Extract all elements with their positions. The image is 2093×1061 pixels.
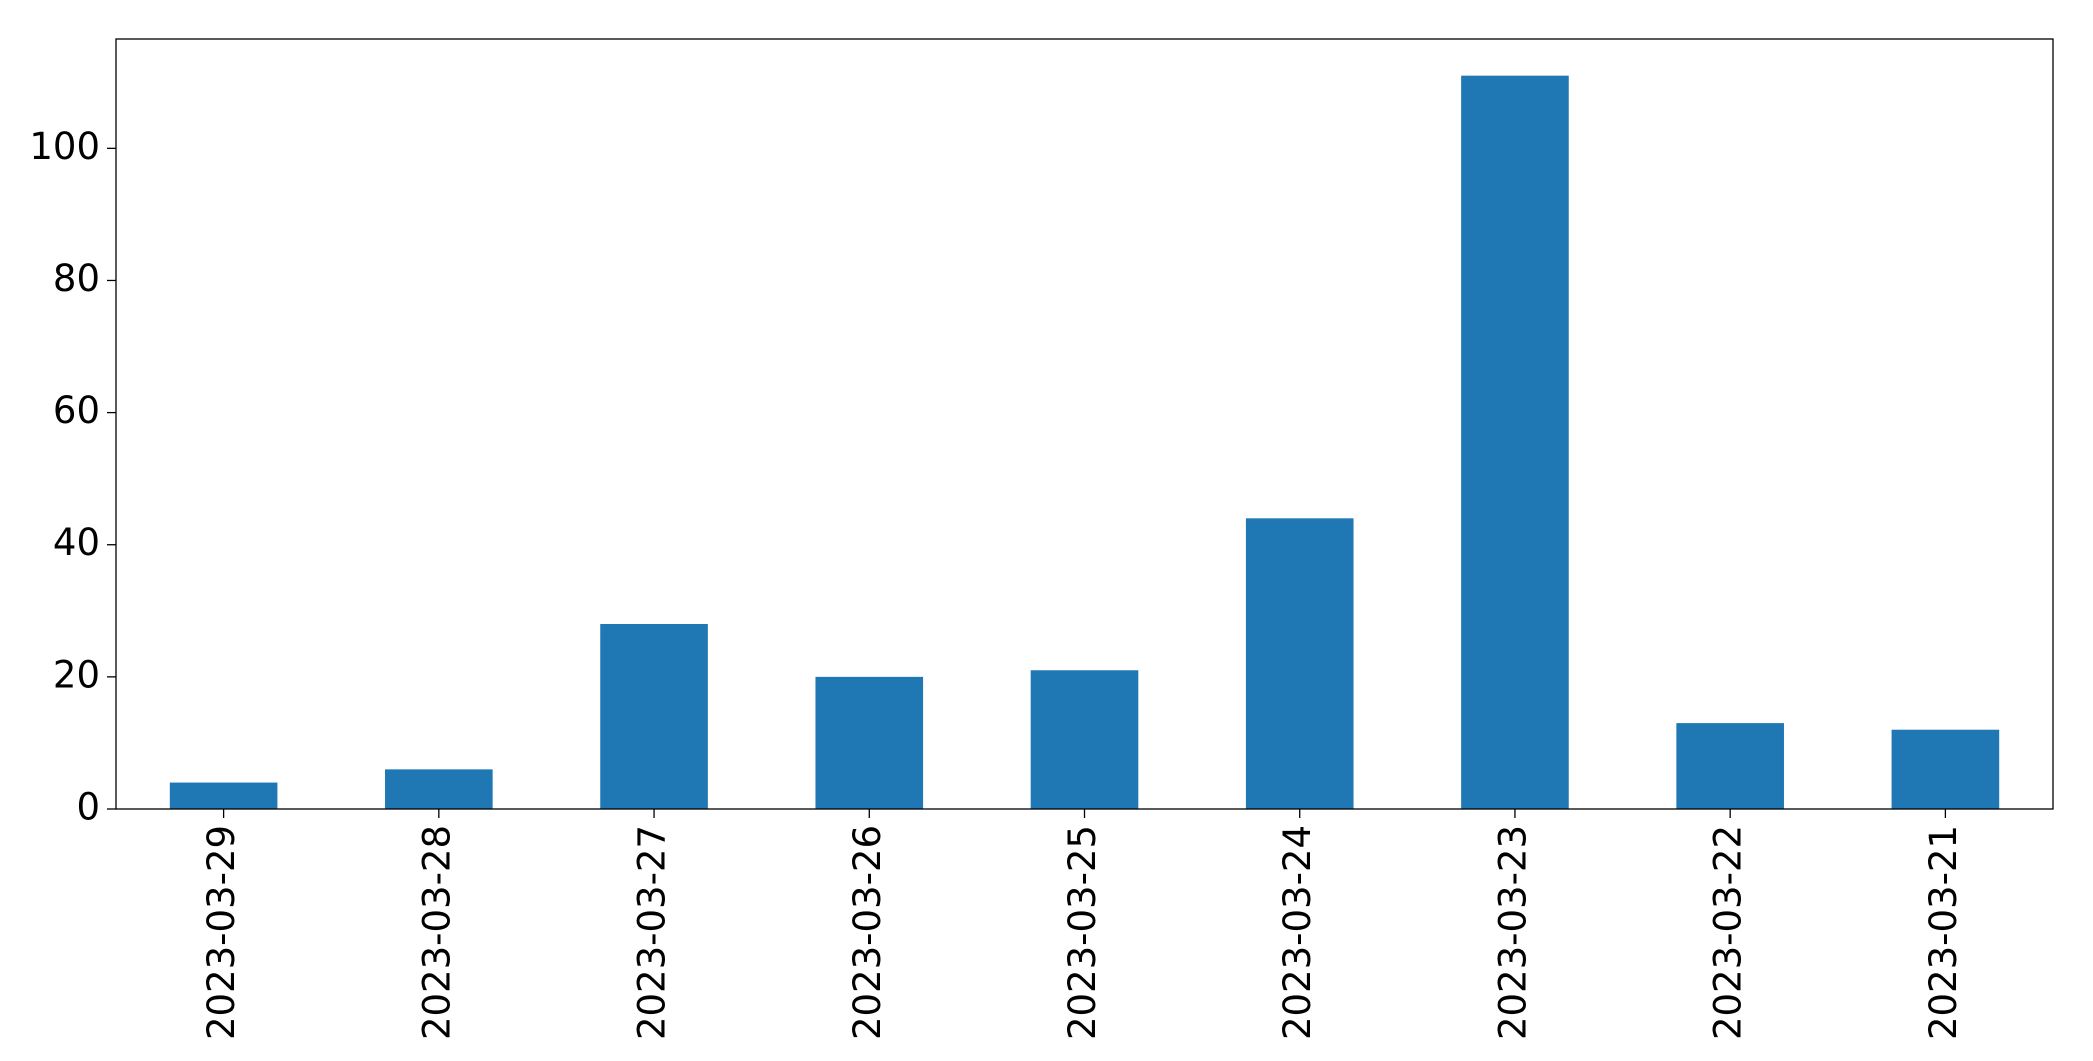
x-tick-label: 2023-03-24 — [1276, 825, 1319, 1040]
bar — [1245, 518, 1354, 809]
x-tick-label: 2023-03-26 — [846, 825, 889, 1040]
y-tick-label: 0 — [76, 786, 100, 829]
bar — [1030, 670, 1139, 809]
y-tick-label: 80 — [53, 257, 100, 300]
bar — [815, 676, 924, 809]
x-tick-label: 2023-03-25 — [1061, 825, 1104, 1040]
bar — [169, 782, 278, 809]
x-tick-label: 2023-03-29 — [200, 825, 243, 1040]
bar — [1891, 729, 2000, 809]
x-tick-label: 2023-03-23 — [1491, 825, 1534, 1040]
bar — [1461, 75, 1569, 809]
x-tick-label: 2023-03-27 — [631, 825, 674, 1040]
x-tick-label: 2023-03-21 — [1922, 825, 1965, 1040]
y-tick-label: 60 — [53, 389, 100, 432]
bar — [600, 624, 708, 809]
x-tick-label: 2023-03-28 — [415, 825, 458, 1040]
y-tick-label: 40 — [53, 521, 100, 564]
y-tick-label: 20 — [53, 653, 100, 696]
bar — [1676, 723, 1784, 809]
axes-frame — [115, 38, 2054, 810]
y-tick-label: 100 — [29, 125, 100, 168]
x-tick-label: 2023-03-22 — [1707, 825, 1750, 1040]
plot-area: 0 20 40 60 80 100 2023-03-29 2023-03-28 2023-03-… — [29, 75, 2000, 1040]
bar — [385, 769, 493, 809]
